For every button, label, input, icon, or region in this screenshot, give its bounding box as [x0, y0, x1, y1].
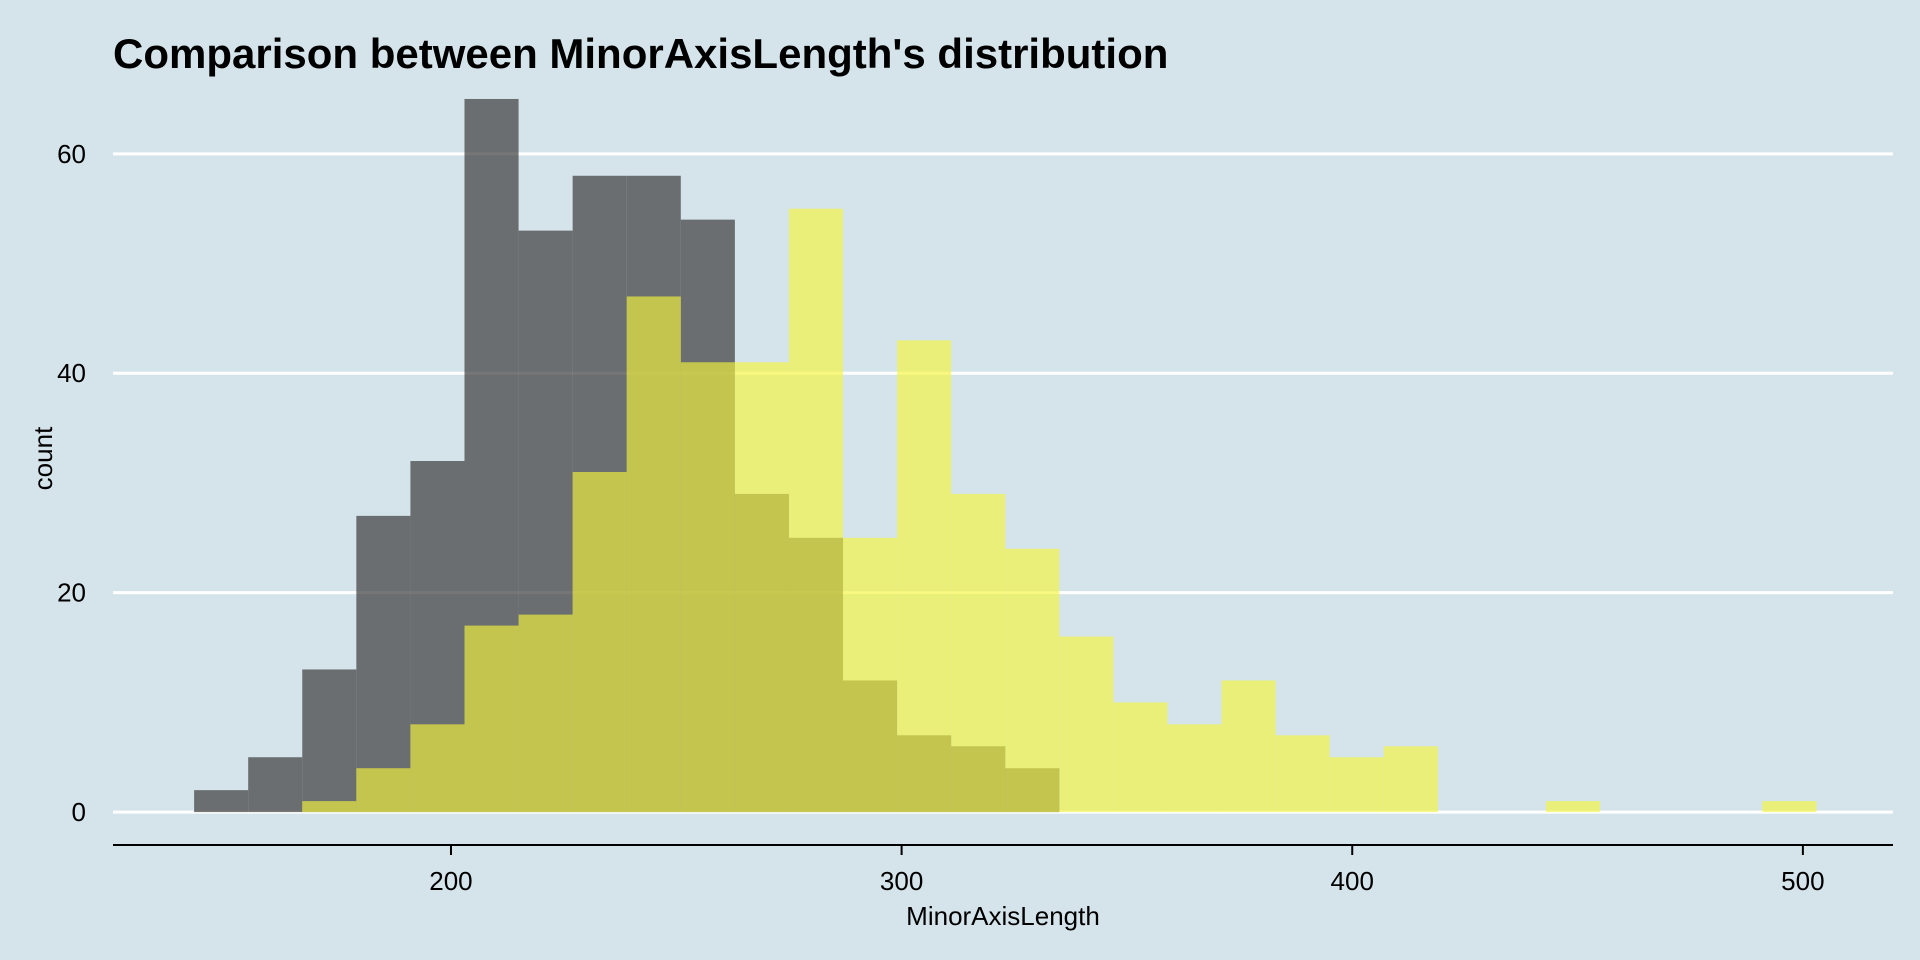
y-tick-label: 60 — [57, 139, 86, 169]
histogram-bar-series-1 — [194, 790, 249, 813]
histogram-bar-series-2 — [951, 493, 1006, 813]
histogram-bar-series-2 — [1762, 801, 1817, 813]
chart-title: Comparison between MinorAxisLength's dis… — [113, 30, 1169, 77]
histogram-bar-series-2 — [626, 296, 681, 813]
histogram-bar-series-2 — [518, 614, 573, 813]
histogram-bar-series-1 — [356, 515, 411, 813]
histogram-bar-series-2 — [1167, 724, 1222, 813]
x-axis-ticks: 200 300 400 500 — [429, 845, 1825, 896]
histogram-bar-series-1 — [302, 669, 357, 813]
histogram-bar-series-2 — [1221, 680, 1276, 813]
histogram-bar-series-1 — [248, 757, 303, 813]
histogram-bar-series-2 — [356, 768, 411, 813]
histogram-bar-series-2 — [680, 362, 735, 813]
y-tick-label: 20 — [57, 578, 86, 608]
histogram-bar-series-2 — [1275, 735, 1330, 813]
histogram-bar-series-2 — [897, 340, 952, 813]
histogram-bar-series-2 — [572, 471, 627, 813]
x-tick-label: 400 — [1331, 866, 1374, 896]
histogram-bar-series-2 — [1059, 636, 1114, 813]
x-tick-label: 200 — [429, 866, 472, 896]
y-axis-ticks: 0 20 40 60 — [57, 139, 86, 827]
histogram-bar-series-2 — [734, 362, 789, 813]
x-axis-title: MinorAxisLength — [906, 901, 1100, 931]
x-tick-label: 300 — [880, 866, 923, 896]
histogram-bar-series-2 — [464, 625, 519, 813]
histogram-bar-series-2 — [1329, 757, 1384, 813]
histogram-bar-series-2 — [410, 724, 465, 813]
x-tick-label: 500 — [1781, 866, 1824, 896]
histogram-bar-series-2 — [843, 537, 898, 813]
histogram-bar-series-2 — [1383, 746, 1438, 813]
histogram-bar-series-2 — [788, 208, 844, 813]
histogram-bar-series-2 — [1113, 702, 1168, 813]
histogram-bar-series-2 — [1546, 801, 1601, 813]
histogram-bars — [194, 98, 1817, 813]
histogram-bar-series-2 — [1005, 548, 1060, 813]
y-tick-label: 0 — [72, 797, 86, 827]
y-axis-title: count — [28, 426, 58, 490]
y-tick-label: 40 — [57, 358, 86, 388]
histogram-bar-series-2 — [302, 801, 357, 813]
